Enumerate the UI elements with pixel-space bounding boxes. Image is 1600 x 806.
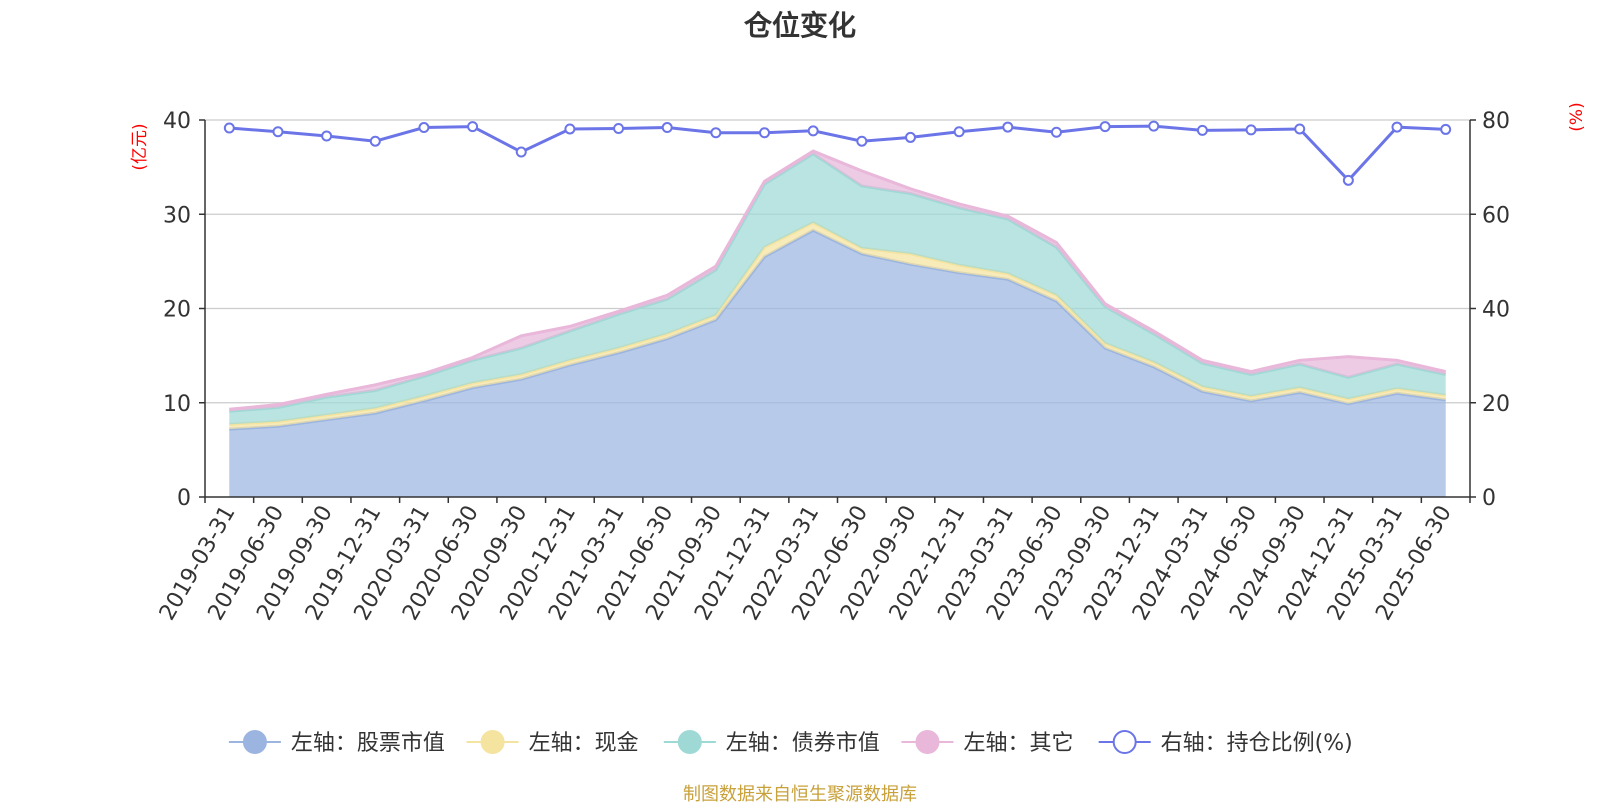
ratio-point bbox=[223, 122, 235, 134]
legend-marker bbox=[480, 730, 505, 754]
legend-label: 左轴：现金 bbox=[529, 731, 639, 756]
legend-label: 左轴：债券市值 bbox=[726, 731, 880, 756]
right-tick-label: 60 bbox=[1482, 203, 1510, 228]
right-tick-label: 0 bbox=[1482, 486, 1496, 511]
source-note: 制图数据来自恒生聚源数据库 bbox=[683, 784, 917, 805]
ratio-point bbox=[1342, 174, 1354, 186]
left-tick-label: 20 bbox=[163, 298, 191, 323]
right-tick-label: 80 bbox=[1482, 109, 1510, 134]
ratio-point bbox=[467, 121, 479, 133]
ratio-point bbox=[1050, 126, 1062, 138]
legend-item: 左轴：现金 bbox=[466, 730, 639, 756]
left-tick-label: 40 bbox=[163, 109, 191, 134]
left-tick-label: 10 bbox=[163, 392, 191, 417]
ratio-point bbox=[1391, 121, 1403, 133]
area-layer bbox=[229, 149, 1447, 498]
ratio-point bbox=[1148, 120, 1160, 132]
ratio-point bbox=[953, 126, 965, 138]
ratio-point bbox=[369, 135, 381, 147]
ratio-point bbox=[418, 122, 430, 134]
legend-item: 左轴：股票市值 bbox=[228, 730, 445, 756]
legend-item: 左轴：债券市值 bbox=[663, 730, 880, 756]
ratio-point bbox=[321, 130, 333, 142]
left-tick-label: 0 bbox=[177, 486, 191, 511]
legend-marker bbox=[1112, 730, 1137, 754]
legend-marker bbox=[915, 730, 940, 754]
legend: 左轴：股票市值 左轴：现金 左轴：债券市值 左轴：其它 右轴：持仓比例(%) bbox=[228, 730, 1353, 756]
ratio-line bbox=[229, 124, 1446, 183]
ratio-point bbox=[1245, 124, 1257, 136]
left-tick-label: 30 bbox=[163, 203, 191, 228]
legend-label: 左轴：股票市值 bbox=[291, 731, 445, 756]
legend-marker bbox=[677, 730, 702, 754]
series-area bbox=[229, 230, 1446, 498]
series-area bbox=[229, 153, 1446, 425]
ratio-point bbox=[1294, 123, 1306, 135]
ratio-point bbox=[904, 131, 916, 143]
ratio-point bbox=[1099, 121, 1111, 133]
series-top-line bbox=[229, 149, 1447, 411]
ratio-point bbox=[661, 122, 673, 134]
legend-marker bbox=[242, 730, 267, 754]
ratio-point bbox=[1196, 124, 1208, 136]
ratio-point bbox=[807, 125, 819, 137]
legend-item: 右轴：持仓比例(%) bbox=[1098, 730, 1353, 756]
right-axis-unit: (%) bbox=[1567, 102, 1587, 131]
legend-item: 左轴：其它 bbox=[901, 730, 1073, 756]
legend-label: 右轴：持仓比例(%) bbox=[1161, 731, 1353, 756]
right-tick-label: 20 bbox=[1482, 392, 1510, 417]
ratio-point bbox=[1002, 121, 1014, 133]
ratio-point bbox=[272, 126, 284, 138]
legend-label: 左轴：其它 bbox=[963, 731, 1073, 756]
right-tick-label: 40 bbox=[1482, 298, 1510, 323]
chart-title: 仓位变化 bbox=[743, 9, 856, 42]
ratio-point bbox=[856, 135, 868, 147]
ratio-point bbox=[564, 123, 576, 135]
ratio-point bbox=[613, 122, 625, 134]
line-layer bbox=[223, 120, 1452, 186]
left-axis-unit: (亿元) bbox=[130, 123, 150, 170]
ratio-point bbox=[1440, 123, 1452, 135]
ratio-point bbox=[515, 146, 527, 158]
ratio-point bbox=[759, 127, 771, 139]
ratio-point bbox=[710, 127, 722, 139]
